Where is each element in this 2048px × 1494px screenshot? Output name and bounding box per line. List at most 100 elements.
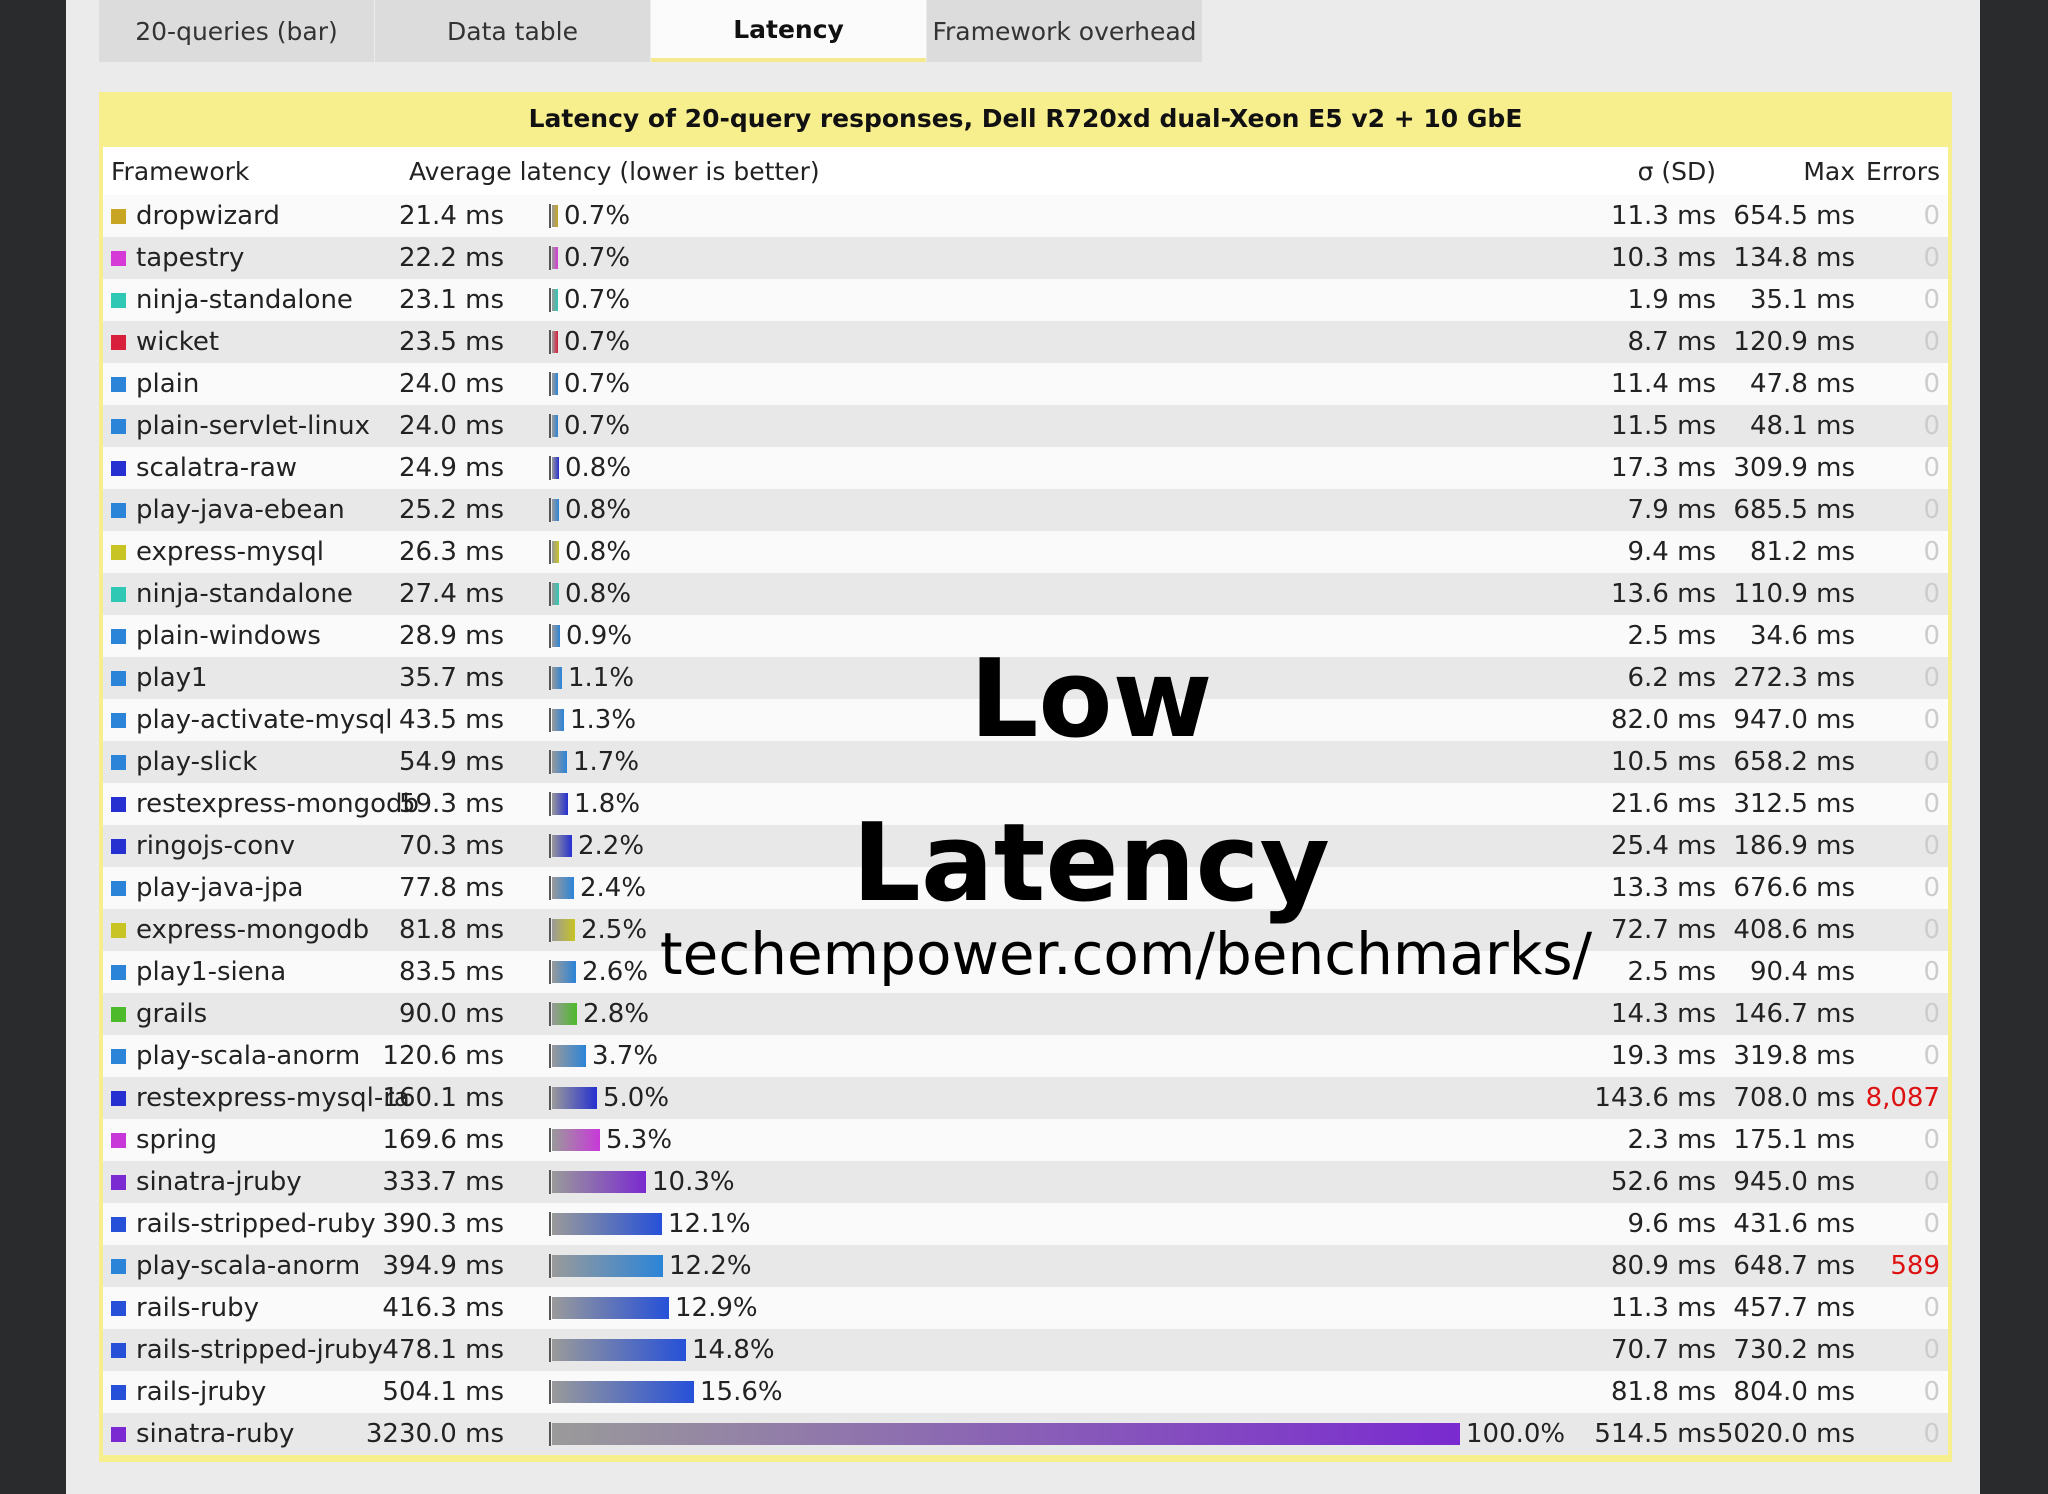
latency-bar [552,1003,577,1025]
color-swatch [111,292,126,308]
color-swatch [111,1174,126,1190]
framework-cell: rails-jruby [111,1371,266,1413]
latency-percent: 1.1% [568,663,635,693]
framework-cell: express-mongodb [111,909,369,951]
color-swatch [111,754,126,770]
framework-cell: play-java-ebean [111,489,345,531]
color-swatch [111,1300,126,1316]
color-swatch [111,796,126,812]
latency-bar-cell: 0.7% [549,363,630,405]
latency-percent: 1.7% [573,747,640,777]
avg-latency: 83.5 ms [398,957,504,987]
latency-bar-cell: 0.8% [549,531,631,573]
latency-bar-cell: 2.4% [549,867,646,909]
bar-baseline [549,1380,551,1404]
latency-bar-cell: 10.3% [549,1161,735,1203]
color-swatch [111,1132,126,1148]
latency-bar-cell: 0.7% [549,279,630,321]
avg-latency: 394.9 ms [382,1251,504,1281]
framework-cell: restexpress-mongodb [111,783,419,825]
max-value: 34.6 ms [1749,621,1855,651]
sd-value: 8.7 ms [1627,327,1717,357]
avg-latency: 23.5 ms [398,327,504,357]
max-value: 35.1 ms [1749,285,1855,315]
color-swatch [111,418,126,434]
color-swatch [111,376,126,392]
avg-latency: 24.0 ms [398,411,504,441]
latency-percent: 0.7% [564,369,631,399]
max-value: 685.5 ms [1733,495,1855,525]
sd-value: 2.5 ms [1627,957,1717,987]
framework-cell: wicket [111,321,219,363]
tab-data-table[interactable]: Data table [375,0,650,62]
latency-percent: 0.8% [565,579,632,609]
latency-bar [552,625,560,647]
tab-20-queries-bar[interactable]: 20-queries (bar) [99,0,374,62]
bar-baseline [549,792,551,816]
bar-baseline [549,1422,551,1446]
color-swatch [111,964,126,980]
sd-value: 14.3 ms [1610,999,1716,1029]
latency-bar-cell: 2.8% [549,993,649,1035]
avg-latency: 54.9 ms [398,747,504,777]
latency-bar-cell: 0.8% [549,489,631,531]
framework-name: sinatra-ruby [136,1419,295,1449]
framework-cell: restexpress-mysql-ra [111,1077,410,1119]
sd-value: 21.6 ms [1610,789,1716,819]
bar-baseline [549,834,551,858]
max-value: 312.5 ms [1733,789,1855,819]
table-row: play-java-jpa 77.8 ms 2.4% 13.3 ms 676.6 ms 0 [103,867,1948,909]
latency-bar-cell: 5.0% [549,1077,669,1119]
framework-name: tapestry [136,243,245,273]
sd-value: 10.5 ms [1610,747,1716,777]
latency-bar-cell: 14.8% [549,1329,775,1371]
sd-value: 11.4 ms [1610,369,1716,399]
bar-baseline [549,1170,551,1194]
color-swatch [111,502,126,518]
framework-name: rails-stripped-ruby [136,1209,376,1239]
latency-bar-cell: 1.7% [549,741,639,783]
tab-framework-overhead[interactable]: Framework overhead [927,0,1202,62]
max-value: 272.3 ms [1733,663,1855,693]
max-value: 708.0 ms [1733,1083,1855,1113]
sd-value: 143.6 ms [1594,1083,1716,1113]
avg-latency: 27.4 ms [398,579,504,609]
framework-name: restexpress-mongodb [136,789,420,819]
panel-title: Latency of 20-query responses, Dell R720… [528,103,1523,133]
errors-value: 0 [1923,1377,1940,1407]
errors-value: 589 [1890,1251,1940,1281]
latency-bar-cell: 2.5% [549,909,647,951]
table-row: plain-servlet-linux 24.0 ms 0.7% 11.5 ms 48.… [103,405,1948,447]
color-swatch [111,208,126,224]
color-swatch [111,586,126,602]
errors-value: 0 [1923,537,1940,567]
framework-name: rails-stripped-jruby [136,1335,383,1365]
sd-value: 11.5 ms [1610,411,1716,441]
latency-bar [552,1171,646,1193]
sd-value: 7.9 ms [1627,495,1717,525]
table-row: play-scala-anorm 394.9 ms 12.2% 80.9 ms 648.… [103,1245,1948,1287]
latency-bar-cell: 1.3% [549,699,636,741]
latency-bar [552,961,576,983]
col-errors: Errors [1866,156,1940,186]
avg-latency: 390.3 ms [382,1209,504,1239]
errors-value: 0 [1923,999,1940,1029]
avg-latency: 43.5 ms [398,705,504,735]
framework-cell: grails [111,993,207,1035]
framework-name: ninja-standalone [136,579,353,609]
errors-value: 0 [1923,705,1940,735]
framework-cell: play-slick [111,741,257,783]
avg-latency: 35.7 ms [398,663,504,693]
latency-bar [552,289,558,311]
latency-bar [552,835,572,857]
tab-latency[interactable]: Latency [651,0,926,62]
latency-bar-cell: 1.1% [549,657,634,699]
max-value: 134.8 ms [1733,243,1855,273]
framework-name: rails-jruby [136,1377,267,1407]
errors-value: 0 [1923,201,1940,231]
latency-bar-cell: 0.7% [549,405,630,447]
color-swatch [111,922,126,938]
errors-value: 0 [1923,369,1940,399]
max-value: 648.7 ms [1733,1251,1855,1281]
max-value: 186.9 ms [1733,831,1855,861]
